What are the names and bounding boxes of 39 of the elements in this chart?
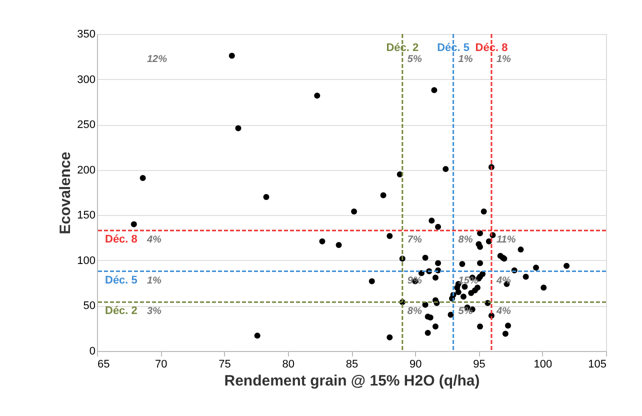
annotation: 12% bbox=[147, 54, 168, 65]
x-tick-label: 75 bbox=[218, 358, 231, 370]
ref-line-label: Déc. 8 bbox=[105, 234, 138, 246]
annotation: 4% bbox=[495, 275, 512, 286]
annotation: 5% bbox=[458, 306, 473, 318]
y-tick-label: 250 bbox=[77, 119, 96, 132]
annotation: 11% bbox=[496, 234, 516, 246]
annotation: 5% bbox=[407, 54, 422, 65]
annotation: 3% bbox=[147, 306, 162, 318]
x-tick-label: 85 bbox=[346, 358, 358, 370]
x-tick-label: 90 bbox=[410, 358, 422, 370]
y-tick-label: 350 bbox=[77, 28, 96, 40]
ref-line-label: Déc. 8 bbox=[475, 42, 508, 54]
annotation: 4% bbox=[146, 234, 162, 246]
y-tick-label: 100 bbox=[77, 254, 96, 267]
annotation: 8% bbox=[458, 234, 473, 246]
annotation: 1% bbox=[147, 275, 162, 286]
annotation: 8% bbox=[407, 306, 422, 318]
ref-line-label: Déc. 5 bbox=[105, 274, 138, 286]
x-axis-title: Rendement grain @ 15% H2O (q/ha) bbox=[224, 372, 480, 390]
x-tick-label: 80 bbox=[282, 358, 294, 370]
ref-line-label: Déc. 2 bbox=[386, 42, 419, 54]
x-tick-label: 65 bbox=[98, 358, 110, 370]
x-tick-label: 105 bbox=[588, 358, 606, 370]
y-tick-label: 150 bbox=[77, 210, 96, 222]
x-tick-label: 95 bbox=[473, 358, 486, 370]
annotation: 1% bbox=[496, 54, 512, 65]
annotation: 1% bbox=[458, 54, 473, 65]
annotation: 4% bbox=[495, 306, 512, 318]
ref-line-label: Déc. 5 bbox=[437, 42, 470, 54]
ref-line-label: Déc. 2 bbox=[105, 305, 138, 318]
y-tick-label: 200 bbox=[77, 164, 96, 176]
annotation: 7% bbox=[407, 234, 422, 246]
y-tick-label: 0 bbox=[89, 346, 96, 358]
y-tick-label: 50 bbox=[83, 300, 96, 312]
y-tick-label: 300 bbox=[77, 74, 96, 86]
x-tick-label: 70 bbox=[155, 358, 168, 370]
y-axis-title: Ecovalence bbox=[57, 152, 74, 234]
x-tick-label: 100 bbox=[534, 358, 552, 370]
